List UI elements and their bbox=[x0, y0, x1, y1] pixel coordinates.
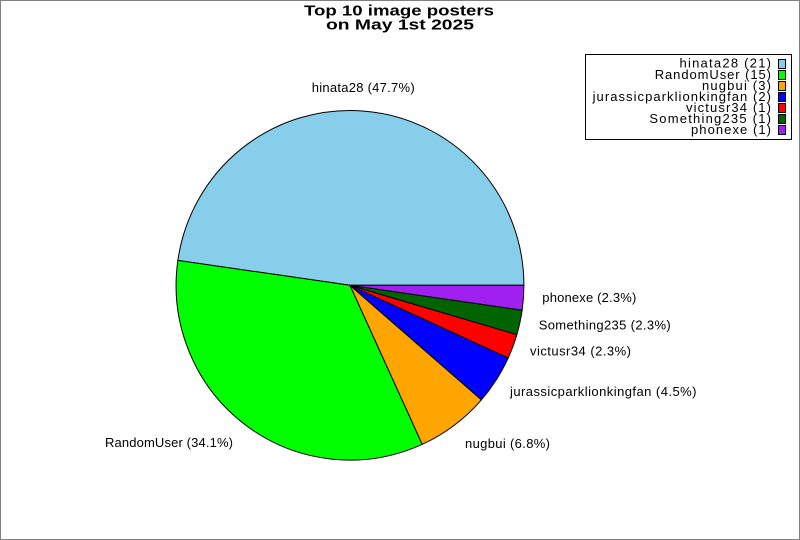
svg-text:hinata28 (47.7%): hinata28 (47.7%) bbox=[312, 80, 415, 95]
svg-text:RandomUser (15): RandomUser (15) bbox=[655, 67, 771, 82]
svg-text:Something235 (2.3%): Something235 (2.3%) bbox=[539, 318, 671, 333]
svg-text:phonexe (1): phonexe (1) bbox=[691, 122, 771, 137]
svg-text:jurassicparklionkingfan (2): jurassicparklionkingfan (2) bbox=[592, 89, 771, 104]
svg-text:nugbui (3): nugbui (3) bbox=[702, 78, 771, 93]
svg-text:Top 10 image posters: Top 10 image posters bbox=[304, 3, 494, 20]
svg-text:victusr34 (2.3%): victusr34 (2.3%) bbox=[530, 344, 631, 359]
svg-text:on May 1st 2025: on May 1st 2025 bbox=[326, 17, 474, 34]
svg-text:RandomUser (34.1%): RandomUser (34.1%) bbox=[105, 435, 233, 450]
svg-text:jurassicparklionkingfan (4.5%): jurassicparklionkingfan (4.5%) bbox=[509, 384, 697, 399]
svg-text:nugbui (6.8%): nugbui (6.8%) bbox=[465, 436, 550, 451]
svg-text:Something235 (1): Something235 (1) bbox=[649, 111, 771, 126]
svg-text:hinata28 (21): hinata28 (21) bbox=[680, 56, 772, 71]
svg-text:phonexe (2.3%): phonexe (2.3%) bbox=[542, 290, 636, 305]
svg-text:victusr34 (1): victusr34 (1) bbox=[686, 100, 771, 115]
